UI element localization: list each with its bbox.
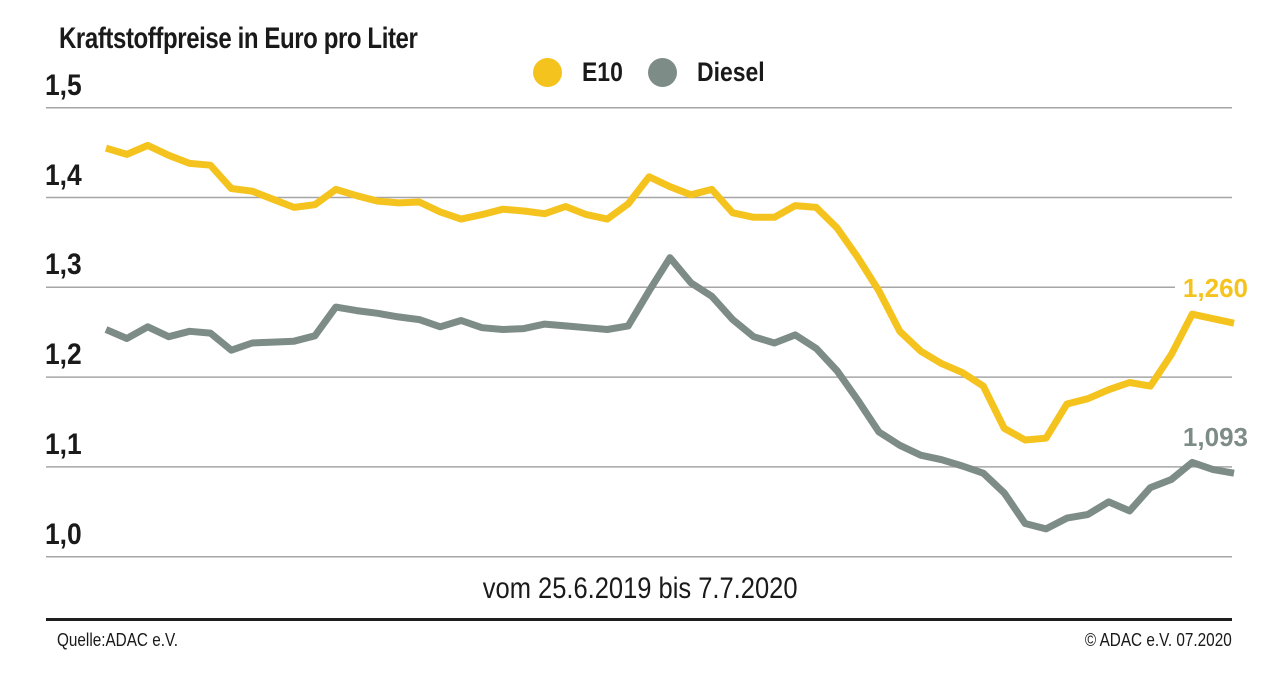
legend-dot-e10: [533, 58, 562, 87]
chart-title: Kraftstoffpreise in Euro pro Liter: [59, 22, 418, 55]
y-tick-label: 1,2: [45, 338, 82, 372]
legend-dot-diesel: [648, 58, 678, 87]
y-tick-label: 1,5: [45, 68, 82, 102]
x-axis-caption-text: vom 25.6.2019 bis 7.7.2020: [482, 572, 798, 605]
diesel-end-value-label: 1,093: [1174, 420, 1248, 455]
source-text: Quelle:ADAC e.V.: [57, 630, 179, 650]
copyright-text: © ADAC e.V. 07.2020: [1085, 630, 1232, 650]
legend-label-e10: E10: [582, 57, 623, 87]
y-tick-label: 1,0: [45, 517, 82, 551]
diesel-line: [104, 254, 1235, 533]
legend: E10 Diesel: [533, 57, 795, 87]
y-tick-label: 1,3: [45, 248, 82, 282]
x-axis-caption: vom 25.6.2019 bis 7.7.2020: [0, 572, 1280, 606]
footer-divider: [46, 618, 1232, 621]
e10-end-value-label: 1,260: [1174, 271, 1248, 306]
y-tick-label: 1,1: [45, 427, 82, 461]
legend-label-diesel: Diesel: [697, 57, 765, 87]
e10-line: [104, 141, 1235, 444]
y-tick-label: 1,4: [45, 158, 82, 192]
